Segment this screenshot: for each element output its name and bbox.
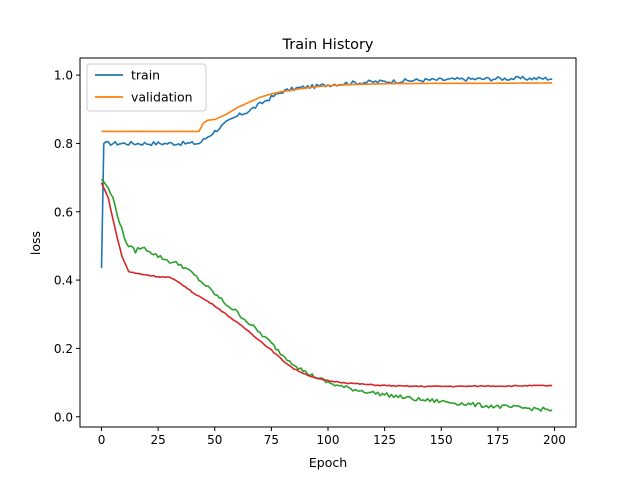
legend: train validation: [86, 63, 207, 112]
y-axis-label: loss: [28, 231, 43, 255]
legend-label-validation: validation: [131, 90, 193, 105]
x-tick-label: 25: [150, 433, 165, 447]
legend-label-train: train: [131, 68, 160, 83]
y-tick-label: 0.2: [54, 342, 73, 356]
axes-layer: 0 25 50 75 100 125 150 175 200 0.0 0.2 0.4 0.6 0.8 1.0: [54, 57, 577, 447]
x-tick-label: 125: [373, 433, 396, 447]
x-tick-label: 100: [317, 433, 340, 447]
chart-title: Train History: [282, 37, 374, 53]
y-tick-label: 0.0: [54, 410, 73, 424]
x-tick-label: 200: [543, 433, 566, 447]
x-axis-label: Epoch: [309, 455, 347, 470]
x-tick-label: 175: [486, 433, 509, 447]
x-tick-label: 0: [98, 433, 106, 447]
series-line-validation: [101, 82, 553, 133]
x-tick-label: 150: [430, 433, 453, 447]
x-tick-label: 75: [264, 433, 279, 447]
series-layer: [100, 75, 553, 412]
x-tick-label: 50: [207, 433, 222, 447]
y-tick-label: 0.4: [54, 274, 73, 288]
series-line-3: [100, 178, 553, 412]
y-tick-label: 0.8: [54, 137, 73, 151]
series-line-4: [100, 182, 553, 388]
y-tick-label: 1.0: [54, 69, 73, 83]
plot-frame: [79, 57, 577, 428]
y-tick-label: 0.6: [54, 205, 73, 219]
